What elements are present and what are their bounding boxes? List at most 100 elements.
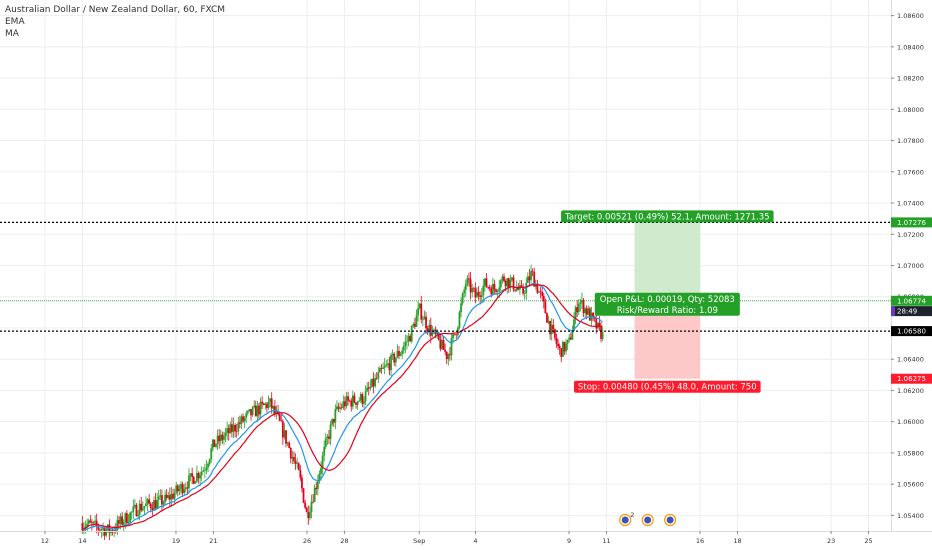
time-tick-label: 9 xyxy=(567,537,571,545)
stop-label[interactable]: Stop: 0.00480 (0.45%) 48.0, Amount: 750 xyxy=(574,380,761,393)
candle-body xyxy=(218,435,221,442)
candle-body xyxy=(394,357,397,363)
candle-body xyxy=(141,508,144,511)
candle-body xyxy=(488,287,491,289)
candle-body xyxy=(566,339,569,344)
candle-body xyxy=(366,387,369,392)
event-1[interactable] xyxy=(641,513,654,527)
candle-body xyxy=(364,391,367,402)
event-2[interactable] xyxy=(664,513,677,527)
stop-label-bg xyxy=(574,380,761,393)
candle-body xyxy=(246,411,249,414)
candle-body xyxy=(413,323,416,327)
candle-body xyxy=(305,507,308,512)
ma-line[interactable] xyxy=(82,284,603,531)
candle-body xyxy=(256,405,259,417)
profit-zone[interactable] xyxy=(634,222,701,304)
target-label[interactable]: Target: 0.00521 (0.49%) 52.1, Amount: 12… xyxy=(561,210,774,223)
candle-body xyxy=(466,278,469,284)
candle-body xyxy=(396,350,399,358)
candle-body xyxy=(533,272,536,287)
loss-zone[interactable] xyxy=(634,303,701,379)
candle-body xyxy=(278,414,281,421)
candle-body xyxy=(589,308,591,321)
candle-body xyxy=(401,350,404,354)
candle-body xyxy=(275,411,278,414)
candle-body xyxy=(318,473,321,482)
candle-body xyxy=(355,402,357,405)
price-axis[interactable]: 1.08600 1.08400 1.08200 1.08000 1.07800 1.076… xyxy=(891,12,932,520)
candle-body xyxy=(148,499,151,504)
price-tick-label: 1.05400 xyxy=(897,512,924,520)
candle-body xyxy=(544,301,547,314)
candle-body xyxy=(280,420,283,422)
candle-body xyxy=(423,316,426,320)
candle-body xyxy=(507,278,510,288)
candle-body xyxy=(127,521,130,524)
position-info[interactable]: Open P&L: 0.00019, Qty: 52083Risk/Reward… xyxy=(594,292,740,316)
position-info-bg xyxy=(594,292,740,316)
candle-body xyxy=(584,308,587,314)
candle-body xyxy=(571,330,574,340)
candle-body xyxy=(168,495,171,500)
candle-body xyxy=(461,293,464,304)
candle-body xyxy=(445,351,448,360)
candle-body xyxy=(242,416,244,422)
candle-body xyxy=(94,520,96,522)
candle-body xyxy=(490,288,493,295)
price-tick-label: 1.05600 xyxy=(897,481,924,489)
candle-body xyxy=(184,487,187,490)
candle-body xyxy=(122,522,125,525)
candle-body xyxy=(512,277,515,290)
candle-body xyxy=(293,457,295,461)
candle-body xyxy=(203,470,206,471)
candle-body xyxy=(164,494,166,503)
legend-ema[interactable]: EMA xyxy=(5,17,25,27)
candle-body xyxy=(577,303,580,313)
time-tick-label: 18 xyxy=(733,537,741,545)
time-axis[interactable]: 12 14 19 21 26 28 Sep 4 9 11 16 18 23 25 xyxy=(41,531,873,545)
candle-body xyxy=(587,308,590,315)
candle-body xyxy=(331,418,334,425)
candle-body xyxy=(464,283,467,290)
candles xyxy=(81,264,604,541)
candle-body xyxy=(418,303,421,309)
time-tick-label: 21 xyxy=(209,537,217,545)
candle-body xyxy=(565,343,567,352)
candle-body xyxy=(455,334,458,336)
candle-body xyxy=(232,424,235,432)
candle-body xyxy=(476,292,478,298)
candle-body xyxy=(285,430,287,444)
candle-body xyxy=(538,291,540,293)
candle-body xyxy=(199,475,202,479)
price-tick-label: 1.07600 xyxy=(897,168,924,176)
price-tick-label: 1.07200 xyxy=(897,231,924,239)
target-label-bg xyxy=(561,210,774,223)
candle-body xyxy=(576,307,579,313)
candle-body xyxy=(347,396,349,401)
candle-body xyxy=(273,406,276,414)
candle-body xyxy=(197,472,200,479)
candle-body xyxy=(579,302,582,304)
plot-area[interactable]: Target: 0.00521 (0.49%) 52.1, Amount: 12… xyxy=(0,0,891,541)
candle-body xyxy=(380,368,383,369)
candle-body xyxy=(393,353,396,363)
price-tag-2: 1.06580 xyxy=(897,328,926,336)
candle-body xyxy=(369,386,372,389)
legend-ma[interactable]: MA xyxy=(5,29,19,39)
candle-body xyxy=(404,341,407,347)
countdown-marker xyxy=(891,306,895,317)
candle-body xyxy=(503,276,505,281)
event-0[interactable]: 2 xyxy=(619,511,635,527)
candle-body xyxy=(528,276,531,281)
candle-body xyxy=(568,337,571,340)
candle-body xyxy=(205,467,208,471)
time-tick-label: 16 xyxy=(696,537,704,545)
time-tick-label: Sep xyxy=(413,537,425,545)
time-tick-label: 14 xyxy=(78,537,86,545)
candle-body xyxy=(463,289,466,294)
candle-body xyxy=(288,442,291,448)
candle-body xyxy=(458,312,461,328)
candle-body xyxy=(269,398,272,402)
